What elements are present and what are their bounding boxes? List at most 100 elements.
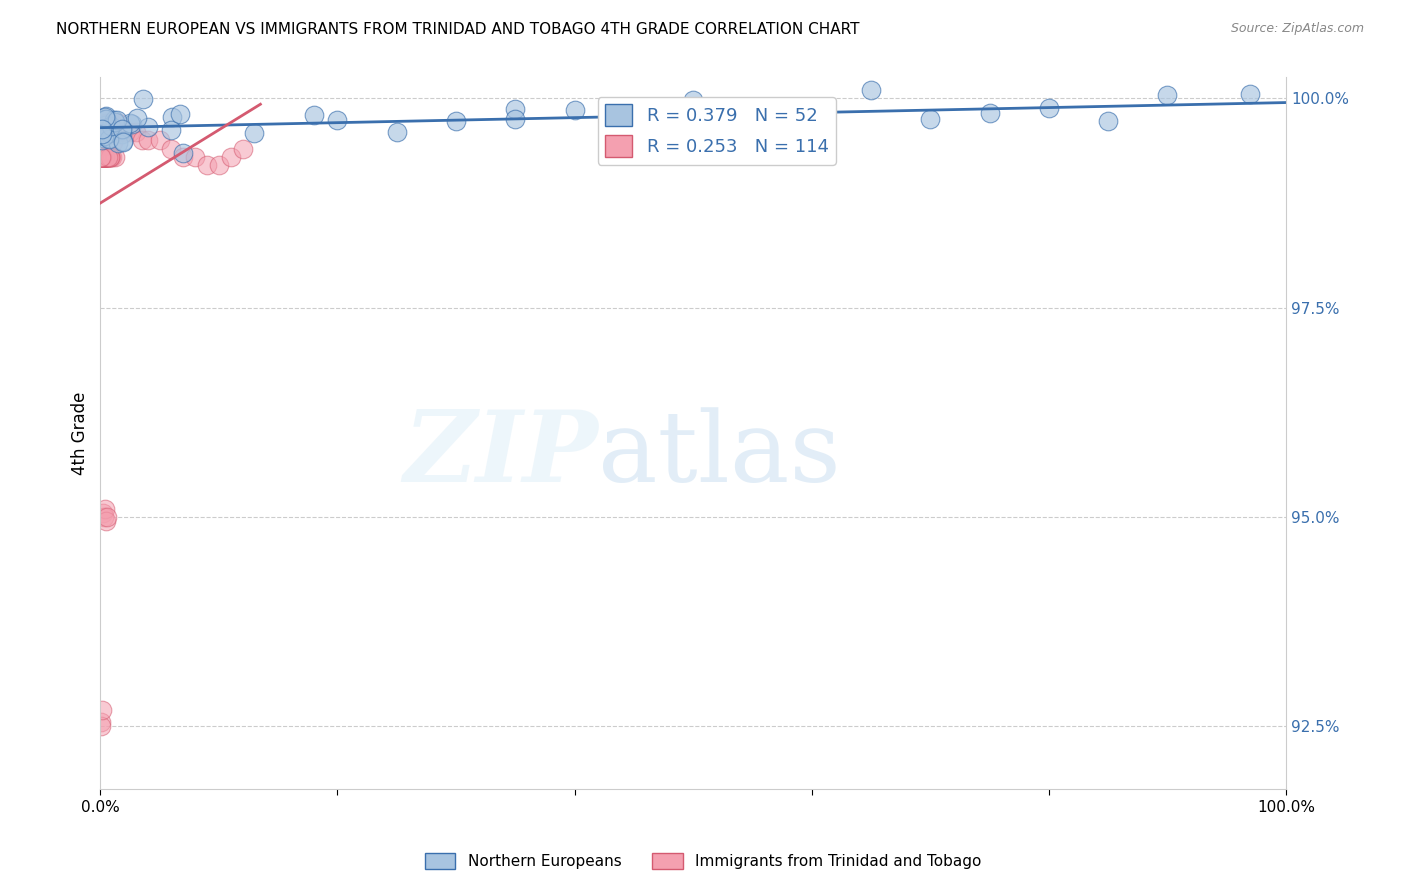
Point: [96, 125, 118, 139]
Point: [90, 150, 112, 164]
Point: [302, 108, 325, 122]
Point: [195, 158, 218, 172]
Point: [91, 150, 114, 164]
Point: [96, 150, 118, 164]
Point: [91, 150, 114, 164]
Point: [90, 150, 112, 164]
Point: [91, 506, 114, 520]
Point: [90, 150, 112, 164]
Point: [93, 150, 115, 164]
Text: NORTHERN EUROPEAN VS IMMIGRANTS FROM TRINIDAD AND TOBAGO 4TH GRADE CORRELATION C: NORTHERN EUROPEAN VS IMMIGRANTS FROM TRI…: [56, 22, 859, 37]
Point: [90, 150, 112, 164]
Point: [111, 134, 134, 148]
Point: [136, 133, 159, 147]
Point: [444, 114, 467, 128]
Point: [103, 112, 125, 127]
Point: [89, 150, 111, 164]
Point: [219, 150, 242, 164]
Point: [94, 150, 117, 164]
Point: [859, 83, 882, 97]
Point: [90, 126, 112, 140]
Legend: Northern Europeans, Immigrants from Trinidad and Tobago: Northern Europeans, Immigrants from Trin…: [419, 847, 987, 875]
Point: [98, 150, 121, 164]
Point: [93, 150, 115, 164]
Point: [97, 130, 120, 145]
Point: [90, 703, 112, 717]
Text: ZIP: ZIP: [404, 407, 599, 503]
Point: [90, 715, 112, 730]
Y-axis label: 4th Grade: 4th Grade: [72, 392, 89, 475]
Point: [91, 150, 114, 164]
Point: [169, 107, 191, 121]
Point: [98, 150, 121, 164]
Point: [111, 136, 134, 150]
Point: [91, 150, 114, 164]
Point: [100, 150, 122, 164]
Point: [93, 510, 115, 524]
Point: [90, 150, 112, 164]
Point: [90, 150, 112, 164]
Point: [1156, 87, 1178, 102]
Point: [90, 150, 112, 164]
Point: [107, 112, 129, 127]
Point: [90, 150, 112, 164]
Point: [96, 510, 118, 524]
Point: [94, 150, 117, 164]
Point: [100, 127, 122, 141]
Point: [172, 150, 194, 164]
Point: [107, 136, 129, 151]
Point: [90, 150, 112, 164]
Point: [232, 142, 254, 156]
Point: [89, 150, 111, 164]
Point: [93, 150, 115, 164]
Point: [979, 106, 1001, 120]
Point: [125, 111, 148, 125]
Point: [125, 125, 148, 139]
Point: [93, 131, 115, 145]
Point: [90, 150, 112, 164]
Point: [90, 150, 112, 164]
Point: [91, 150, 114, 164]
Point: [91, 150, 114, 164]
Point: [505, 102, 527, 116]
Point: [1239, 87, 1261, 102]
Point: [96, 150, 118, 164]
Point: [90, 719, 112, 733]
Point: [326, 112, 349, 127]
Point: [91, 150, 114, 164]
Point: [90, 150, 112, 164]
Point: [111, 122, 134, 136]
Point: [91, 150, 114, 164]
Point: [107, 116, 129, 130]
Point: [97, 126, 120, 140]
Point: [101, 116, 124, 130]
Point: [90, 150, 112, 164]
Point: [90, 150, 112, 164]
Point: [111, 127, 134, 141]
Point: [90, 150, 112, 164]
Point: [93, 150, 115, 164]
Point: [112, 125, 135, 139]
Point: [90, 150, 112, 164]
Point: [90, 150, 112, 164]
Point: [90, 133, 112, 147]
Point: [90, 150, 112, 164]
Point: [90, 150, 112, 164]
Point: [90, 150, 112, 164]
Point: [97, 150, 120, 164]
Point: [149, 133, 172, 147]
Point: [136, 120, 159, 134]
Point: [93, 129, 115, 144]
Point: [111, 122, 134, 136]
Point: [160, 123, 183, 137]
Point: [97, 150, 120, 164]
Point: [91, 150, 114, 164]
Point: [132, 92, 155, 106]
Point: [94, 116, 117, 130]
Point: [90, 150, 112, 164]
Point: [98, 116, 121, 130]
Point: [103, 125, 125, 139]
Point: [104, 150, 127, 164]
Point: [564, 103, 586, 117]
Point: [505, 112, 527, 126]
